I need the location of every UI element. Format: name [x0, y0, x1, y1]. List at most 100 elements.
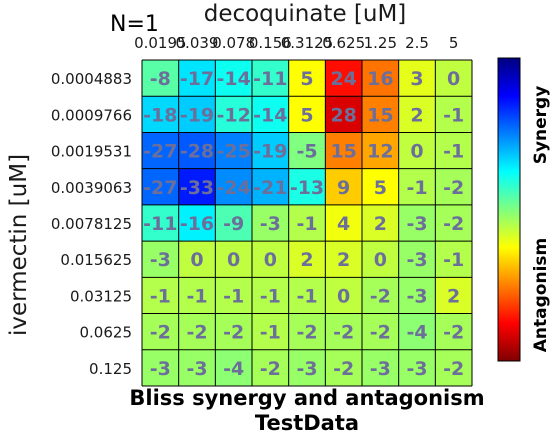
heatmap-cell — [178, 204, 216, 242]
y-tick-labels: 0.0004883 0.0009766 0.0019531 0.0039063 0.00… — [51, 70, 132, 378]
cell-value-label: -19 — [180, 104, 214, 126]
heatmap-cell — [178, 132, 216, 170]
heatmap-cell — [142, 349, 180, 387]
y-tick-label: 0.015625 — [60, 251, 132, 269]
cell-value-label: 0 — [190, 249, 203, 271]
cell-value-label: -19 — [253, 141, 287, 163]
cell-value-label: -1 — [260, 285, 281, 307]
y-axis-title: ivermectin [uM] — [6, 154, 32, 336]
cell-value-label: -2 — [150, 322, 171, 344]
heatmap-cell — [288, 277, 326, 315]
heatmap-cell — [398, 96, 436, 133]
cell-value-label: 24 — [330, 68, 356, 90]
heatmap-cell — [288, 204, 326, 242]
heatmap-cell — [252, 277, 290, 315]
colorbar-label-synergy: Synergy — [531, 86, 551, 165]
heatmap-cell — [215, 277, 253, 315]
cell-value-label: 16 — [367, 68, 393, 90]
cell-value-label: -1 — [406, 177, 427, 199]
cell-value-label: -5 — [296, 141, 317, 163]
cell-value-label: -2 — [333, 322, 354, 344]
heatmap-cell — [435, 204, 473, 242]
cell-value-label: 0 — [374, 249, 387, 271]
cell-value-label: -24 — [217, 177, 251, 199]
heatmap-cell — [325, 60, 363, 97]
cell-value-label: -3 — [406, 213, 427, 235]
cell-value-label: -1 — [260, 322, 281, 344]
heatmap-cell — [288, 349, 326, 387]
cell-value-label: -1 — [296, 285, 317, 307]
heatmap-grid — [141, 59, 473, 387]
cell-value-label: 0 — [227, 249, 240, 271]
heatmap-cell — [325, 168, 363, 206]
cell-value-label: -12 — [217, 104, 251, 126]
cell-value-label: 0 — [410, 141, 423, 163]
x-tick-label: 2.5 — [405, 34, 429, 52]
heatmap-cell — [435, 132, 473, 170]
heatmap-cell — [325, 241, 363, 278]
x-axis-title: decoquinate [uM] — [204, 1, 407, 27]
heatmap-cell — [215, 168, 253, 206]
cell-value-label: -33 — [180, 177, 214, 199]
y-tick-label: 0.0004883 — [51, 70, 132, 88]
heatmap-cell — [362, 241, 400, 278]
heatmap-cell — [435, 60, 473, 97]
cell-value-label: -3 — [260, 213, 281, 235]
x-tick-label: 0.3125 — [281, 34, 334, 52]
heatmap-cell — [178, 168, 216, 206]
y-tick-label: 0.125 — [89, 360, 132, 378]
cell-value-label: 4 — [337, 213, 350, 235]
colorbar — [497, 57, 521, 362]
x-tick-label: 0.078 — [212, 34, 255, 52]
cell-value-label: -3 — [370, 358, 391, 380]
cell-value-label: -2 — [296, 322, 317, 344]
cell-value-label: -8 — [150, 68, 171, 90]
heatmap-cell — [325, 204, 363, 242]
heatmap-cell — [252, 204, 290, 242]
cell-value-label: 2 — [337, 249, 350, 271]
heatmap-cell — [252, 60, 290, 97]
heatmap-cell — [325, 132, 363, 170]
cell-value-label: 28 — [330, 104, 356, 126]
heatmap-cell — [252, 241, 290, 278]
cell-value-label: -1 — [296, 213, 317, 235]
cell-value-label: 3 — [410, 68, 423, 90]
cell-value-label: -16 — [180, 213, 214, 235]
heatmap-cell — [288, 241, 326, 278]
y-tick-label: 0.0078125 — [51, 215, 132, 233]
y-tick-label: 0.0039063 — [51, 179, 132, 197]
x-tick-label: 0.039 — [176, 34, 219, 52]
heatmap-cell — [288, 132, 326, 170]
heatmap-cell — [252, 313, 290, 351]
cell-value-label: -27 — [143, 141, 177, 163]
cell-value-label: -2 — [443, 322, 464, 344]
heatmap-cell — [435, 349, 473, 387]
cell-value-label: 2 — [447, 285, 460, 307]
cell-value-label: 12 — [367, 141, 393, 163]
heatmap-cell — [325, 277, 363, 315]
x-tick-label: 0.625 — [322, 34, 365, 52]
heatmap-cell — [142, 204, 180, 242]
heatmap-cell — [178, 96, 216, 133]
cell-value-label: -14 — [253, 104, 287, 126]
heatmap-cell — [215, 60, 253, 97]
heatmap-cell — [398, 132, 436, 170]
heatmap-cell — [398, 241, 436, 278]
heatmap-cell — [252, 168, 290, 206]
cell-value-label: 2 — [410, 104, 423, 126]
heatmap-cell — [252, 132, 290, 170]
cell-value-label: -1 — [186, 285, 207, 307]
cell-value-label: 5 — [300, 68, 313, 90]
heatmap-cell — [362, 132, 400, 170]
heatmap-cell — [398, 60, 436, 97]
cell-value-label: -2 — [370, 285, 391, 307]
cell-value-label: -14 — [217, 68, 251, 90]
cell-value-label: -18 — [143, 104, 177, 126]
heatmap-cell — [435, 277, 473, 315]
cell-value-label: -2 — [223, 322, 244, 344]
heatmap-cell — [215, 96, 253, 133]
heatmap-cell — [435, 241, 473, 278]
heatmap-cell — [288, 168, 326, 206]
cell-value-label: -1 — [443, 249, 464, 271]
